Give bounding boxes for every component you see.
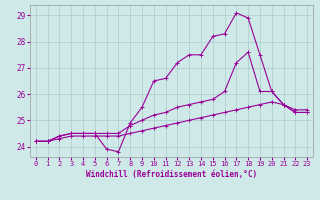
X-axis label: Windchill (Refroidissement éolien,°C): Windchill (Refroidissement éolien,°C) xyxy=(86,170,257,179)
